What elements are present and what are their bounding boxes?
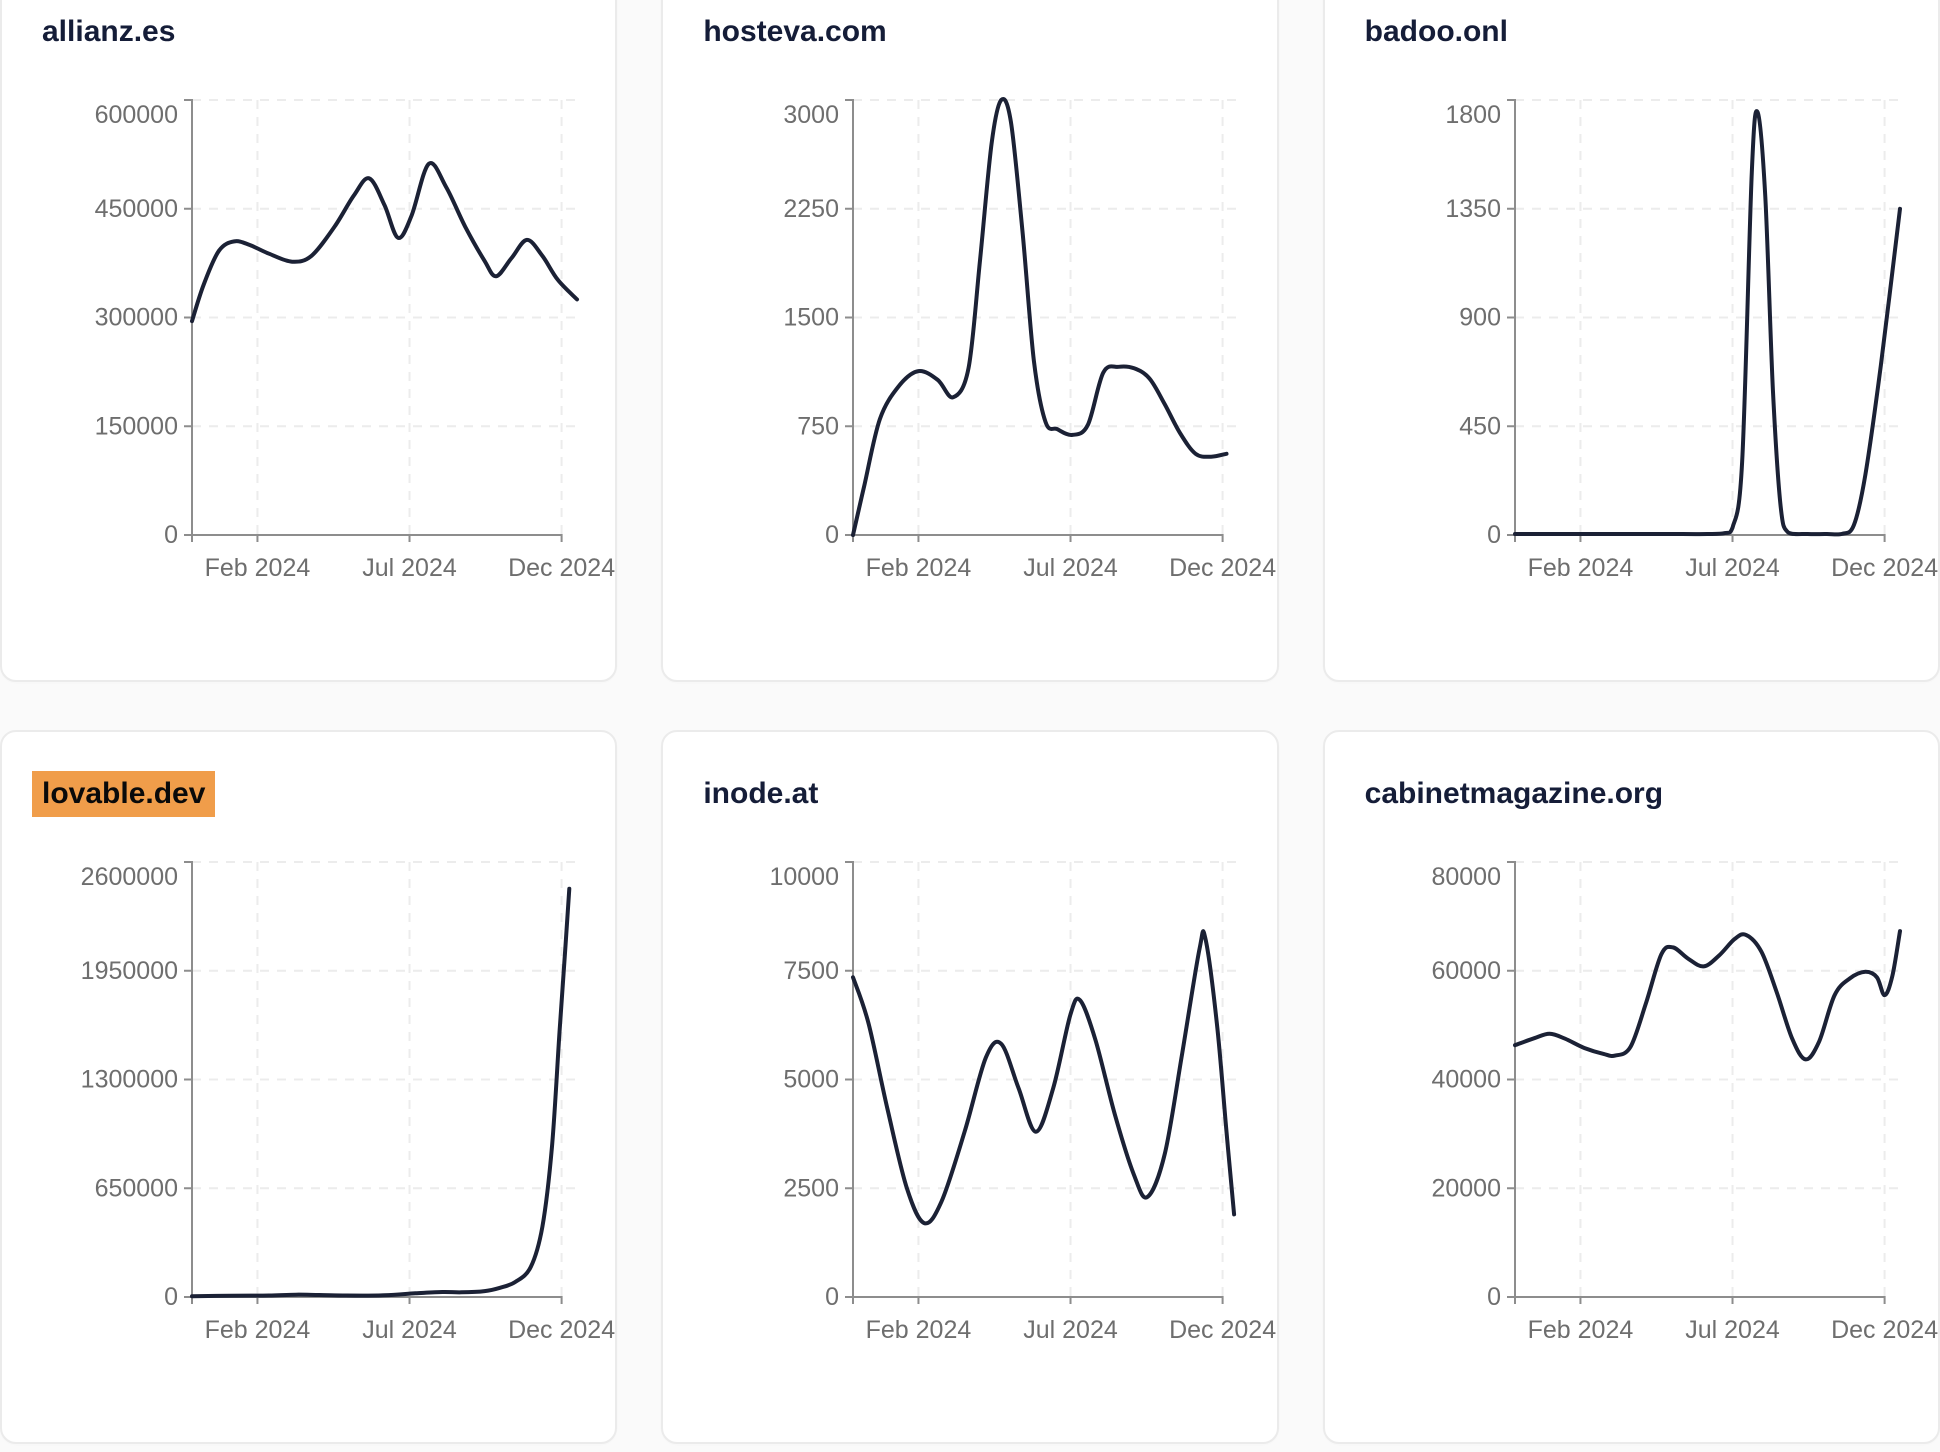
chart-title: hosteva.com	[703, 14, 1236, 50]
y-tick-label: 900	[1459, 304, 1501, 332]
y-tick-label: 0	[164, 1283, 178, 1311]
x-tick-label: Dec 2024	[1831, 554, 1938, 582]
y-tick-label: 150000	[95, 412, 178, 440]
y-tick-label: 1350	[1445, 195, 1501, 223]
y-tick-label: 0	[825, 521, 839, 549]
chart-title: badoo.onl	[1365, 14, 1898, 50]
y-tick-label: 20000	[1431, 1174, 1501, 1202]
y-tick-label: 60000	[1431, 957, 1501, 985]
chart-canvas: 80000 60000 40000 20000 0 Feb 2024 Jul 2024 Dec…	[1431, 861, 1938, 1344]
x-tick-label: Jul 2024	[1024, 554, 1119, 582]
y-tick-label: 5000	[784, 1066, 840, 1094]
chart-title-text: badoo.onl	[1364, 15, 1508, 48]
x-tick-label: Jul 2024	[1024, 1316, 1119, 1344]
chart-title: allianz.es	[42, 14, 575, 50]
y-tick-label: 1950000	[81, 957, 178, 985]
line-chart: 10000 7500 5000 2500 0 Feb 2024 Jul 2024 Dec 20…	[703, 842, 1277, 1354]
series-line	[190, 160, 579, 324]
y-tick-label: 0	[164, 521, 178, 549]
chart-canvas: 600000 450000 300000 150000 0 Feb 2024 Jul 202…	[95, 99, 615, 582]
chart-canvas: 2600000 1950000 1300000 650000 0 Feb 2024 Jul …	[81, 861, 615, 1344]
x-tick-label: Feb 2024	[1527, 554, 1633, 582]
x-tick-label: Feb 2024	[1527, 1316, 1633, 1344]
chart-card: inode.at 10000 7500 5000 2500 0 Feb 2024 Jul 2…	[661, 730, 1279, 1444]
line-chart: 1800 1350 900 450 0 Feb 2024 Jul 2024 Dec 2024	[1365, 80, 1938, 592]
chart-card: cabinetmagazine.org 80000 60000 40000 20000…	[1322, 730, 1940, 1444]
y-tick-label: 1300000	[81, 1066, 178, 1094]
y-tick-label: 10000	[770, 863, 840, 891]
y-tick-label: 80000	[1431, 863, 1501, 891]
chart-canvas: 3000 2250 1500 750 0 Feb 2024 Jul 2024 Dec 2024	[784, 97, 1277, 582]
x-tick-label: Feb 2024	[866, 1316, 972, 1344]
y-tick-label: 2250	[784, 195, 840, 223]
y-tick-label: 3000	[784, 101, 840, 129]
line-chart: 2600000 1950000 1300000 650000 0 Feb 2024 Jul …	[42, 842, 615, 1354]
x-tick-label: Dec 2024	[1169, 1316, 1276, 1344]
chart-card: hosteva.com 3000 2250 1500 750 0 Feb 2024 Jul …	[661, 0, 1279, 682]
y-tick-label: 450000	[95, 195, 178, 223]
x-tick-label: Dec 2024	[1831, 1316, 1938, 1344]
y-tick-label: 0	[825, 1283, 839, 1311]
y-tick-label: 450	[1459, 412, 1501, 440]
line-chart: 600000 450000 300000 150000 0 Feb 2024 Jul 202…	[42, 80, 615, 592]
series-line	[190, 886, 572, 1299]
y-tick-label: 7500	[784, 957, 840, 985]
y-tick-label: 40000	[1431, 1066, 1501, 1094]
x-tick-label: Feb 2024	[205, 554, 311, 582]
line-chart: 80000 60000 40000 20000 0 Feb 2024 Jul 2024 Dec…	[1365, 842, 1938, 1354]
y-tick-label: 600000	[95, 101, 178, 129]
x-axis	[1513, 1296, 1886, 1304]
chart-title: lovable.dev	[32, 771, 575, 817]
chart-card: allianz.es 600000 450000 300000 150000 0 Feb …	[0, 0, 618, 682]
y-tick-label: 2600000	[81, 863, 178, 891]
x-axis	[852, 534, 1224, 542]
y-tick-label: 0	[1487, 1283, 1501, 1311]
y-tick-label: 1800	[1445, 101, 1501, 129]
chart-canvas: 1800 1350 900 450 0 Feb 2024 Jul 2024 Dec 2024	[1445, 99, 1938, 582]
series-line	[1512, 109, 1902, 537]
x-tick-label: Dec 2024	[1169, 554, 1276, 582]
x-axis	[191, 534, 563, 542]
chart-title: inode.at	[703, 776, 1236, 812]
y-tick-label: 1500	[784, 304, 840, 332]
x-tick-label: Feb 2024	[205, 1316, 311, 1344]
chart-card: badoo.onl 1800 1350 900 450 0 Feb 2024 Jul 202…	[1322, 0, 1940, 682]
x-tick-label: Dec 2024	[508, 1316, 615, 1344]
chart-title-text: inode.at	[703, 777, 819, 810]
chart-title-text: lovable.dev	[32, 771, 216, 817]
chart-card: lovable.dev 2600000 1950000 1300000 650000 0…	[0, 730, 618, 1444]
x-tick-label: Jul 2024	[362, 1316, 457, 1344]
chart-title-text: cabinetmagazine.org	[1364, 777, 1664, 810]
x-tick-label: Jul 2024	[1685, 1316, 1780, 1344]
x-tick-label: Dec 2024	[508, 554, 615, 582]
y-tick-label: 0	[1487, 521, 1501, 549]
x-axis	[191, 1296, 563, 1304]
y-tick-label: 750	[798, 412, 840, 440]
series-line	[851, 97, 1229, 537]
y-tick-label: 300000	[95, 304, 178, 332]
chart-canvas: 10000 7500 5000 2500 0 Feb 2024 Jul 2024 Dec 20…	[770, 861, 1277, 1344]
chart-title-text: allianz.es	[42, 15, 176, 48]
x-tick-label: Jul 2024	[362, 554, 457, 582]
chart-title: cabinetmagazine.org	[1365, 776, 1898, 812]
line-chart: 3000 2250 1500 750 0 Feb 2024 Jul 2024 Dec 2024	[703, 80, 1277, 592]
chart-title-text: hosteva.com	[703, 15, 887, 48]
x-tick-label: Jul 2024	[1685, 554, 1780, 582]
series-line	[851, 929, 1237, 1226]
y-tick-label: 650000	[95, 1174, 178, 1202]
y-tick-label: 2500	[784, 1174, 840, 1202]
x-axis	[852, 1296, 1224, 1304]
series-line	[1512, 929, 1902, 1062]
x-tick-label: Feb 2024	[866, 554, 972, 582]
